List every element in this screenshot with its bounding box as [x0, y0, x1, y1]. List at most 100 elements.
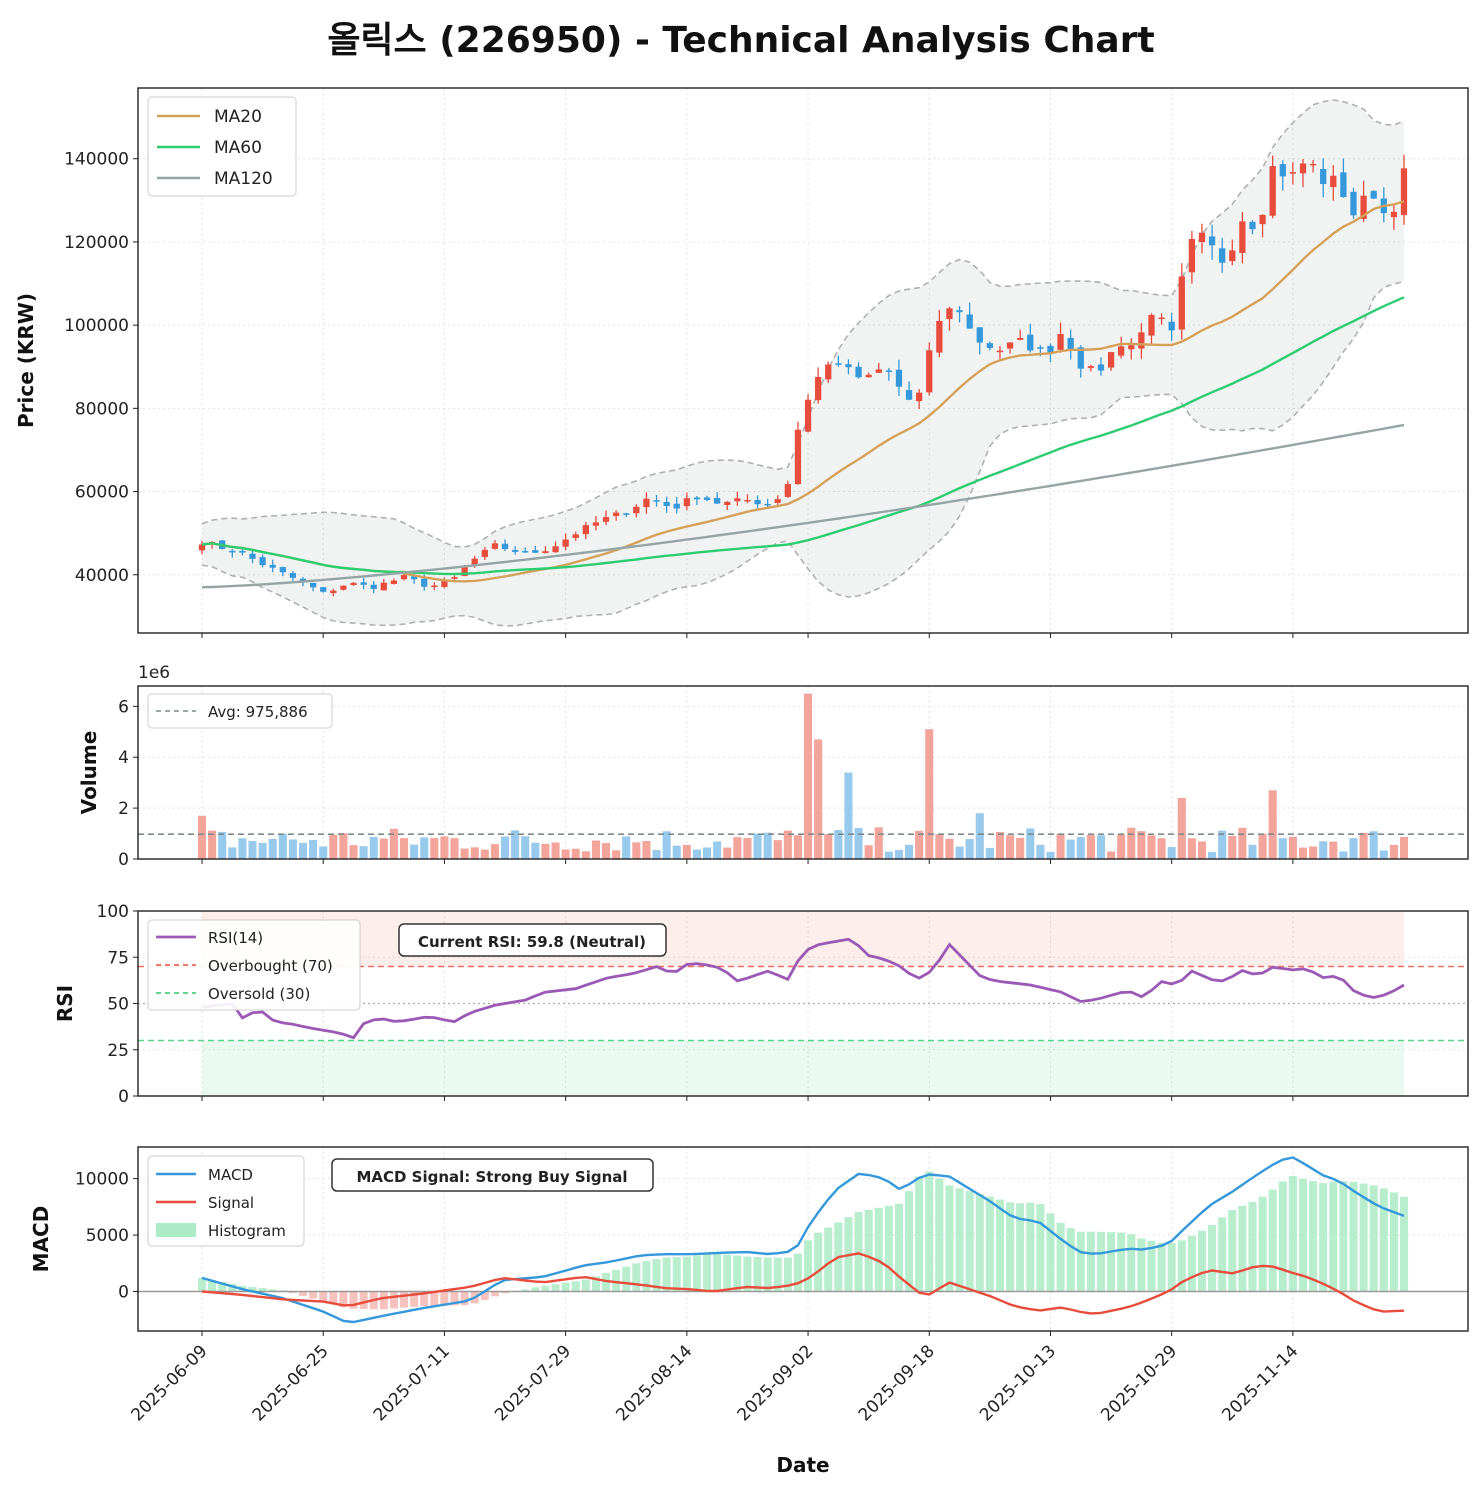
volume-bar	[894, 850, 903, 859]
y-tick-label: 100	[97, 902, 129, 922]
candle-body	[1138, 332, 1145, 349]
candle-body	[421, 578, 428, 587]
panel-frame	[137, 1146, 1469, 1332]
histogram-bar	[521, 1289, 530, 1292]
candle-body	[501, 543, 509, 550]
candle-body	[653, 500, 660, 502]
volume-bar	[359, 846, 368, 859]
candle-body	[956, 310, 963, 313]
candle-body	[400, 575, 408, 580]
volume-bar	[1137, 831, 1146, 859]
y-tick-label: 100000	[64, 316, 129, 336]
histogram-bar	[581, 1279, 590, 1292]
price-legend: MA20 MA60 MA120	[147, 96, 297, 197]
legend-label-macd-2: Histogram	[208, 1222, 286, 1240]
volume-bar	[1036, 844, 1045, 859]
candle-body	[1158, 317, 1165, 320]
candle-body	[1289, 172, 1297, 174]
volume-bar	[1389, 844, 1398, 859]
x-tick-label: 2025-09-18	[855, 1341, 939, 1425]
histogram-bar	[1359, 1183, 1368, 1292]
current-rsi-label: Current RSI: 59.8 (Neutral)	[418, 933, 646, 951]
volume-bar	[450, 838, 459, 859]
volume-bar	[1228, 836, 1237, 859]
histogram-bar	[1319, 1183, 1328, 1292]
candle-body	[320, 587, 327, 592]
volume-bar	[1147, 835, 1156, 859]
y-tick-label: 120000	[64, 233, 129, 253]
candle-body	[259, 557, 266, 566]
candle-body	[865, 374, 872, 378]
volume-bar	[238, 838, 247, 859]
volume-bar	[369, 837, 378, 859]
histogram-bar	[854, 1212, 863, 1292]
histogram-bar	[622, 1266, 631, 1292]
candle-body	[815, 376, 822, 401]
histogram-bar	[1268, 1189, 1277, 1292]
histogram-bar	[925, 1171, 934, 1292]
volume-bar	[268, 838, 277, 859]
histogram-bar	[652, 1259, 661, 1292]
volume-bar	[531, 842, 540, 859]
histogram-bar	[965, 1191, 974, 1292]
candle-body	[794, 429, 802, 485]
candle-body	[1047, 345, 1054, 354]
volume-bar	[1248, 844, 1257, 859]
x-tick-label: 2025-09-02	[734, 1341, 818, 1425]
volume-bar	[1379, 850, 1388, 859]
legend-label-rsi-0: RSI(14)	[208, 929, 263, 947]
volume-legend: Avg: 975,886	[147, 693, 333, 729]
histogram-bar	[1218, 1217, 1227, 1292]
volume-bar	[955, 846, 964, 859]
histogram-bar	[935, 1178, 944, 1292]
volume-bar	[500, 836, 510, 859]
candle-body	[693, 497, 701, 500]
candle-body	[1107, 352, 1115, 368]
volume-bar	[864, 845, 873, 859]
candle-body	[1118, 346, 1125, 356]
histogram-bar	[298, 1291, 308, 1296]
histogram-bar	[329, 1291, 338, 1305]
candle-body	[451, 577, 458, 579]
volume-bar	[521, 836, 530, 859]
candle-body	[491, 543, 499, 549]
histogram-bar	[793, 1253, 802, 1292]
volume-bar	[1096, 835, 1106, 859]
macd-line	[201, 1156, 1405, 1324]
volume-bar	[228, 847, 237, 859]
volume-bar	[1066, 839, 1075, 859]
histogram-bar	[420, 1291, 429, 1307]
legend-label-avg: Avg: 975,886	[208, 703, 308, 721]
candle-body	[764, 503, 771, 506]
candle-body	[754, 499, 761, 505]
histogram-bar	[733, 1255, 742, 1292]
histogram-bar	[975, 1193, 984, 1292]
volume-bar	[763, 832, 772, 859]
candle-body	[511, 550, 519, 552]
histogram-bar	[1036, 1204, 1045, 1292]
candle-body	[885, 370, 892, 372]
volume-bar	[743, 837, 752, 859]
candle-body	[1279, 164, 1286, 177]
x-tick-label: 2025-08-14	[612, 1341, 696, 1425]
candle-body	[1017, 337, 1024, 340]
histogram-bar	[1278, 1181, 1287, 1292]
volume-bar	[248, 840, 257, 859]
candle-body	[683, 498, 690, 507]
volume-bar	[753, 833, 762, 859]
y-tick-label: 10000	[75, 1170, 129, 1190]
annotation-box	[398, 923, 667, 957]
candle-body	[855, 366, 862, 378]
histogram-bar	[591, 1276, 600, 1292]
histogram-bar	[612, 1269, 621, 1292]
x-tick-label: 2025-10-13	[976, 1341, 1060, 1425]
candle-body	[1027, 334, 1034, 351]
histogram-bar	[1137, 1238, 1146, 1292]
histogram-bar	[884, 1205, 893, 1292]
candle-body	[613, 512, 620, 517]
volume-bar	[420, 837, 429, 859]
volume-bar	[844, 772, 853, 859]
candle-body	[249, 553, 256, 559]
histogram-bar	[500, 1291, 510, 1294]
x-axis: 2025-06-09 2025-06-25 2025-07-11 2025-07-29…	[128, 1341, 1303, 1477]
